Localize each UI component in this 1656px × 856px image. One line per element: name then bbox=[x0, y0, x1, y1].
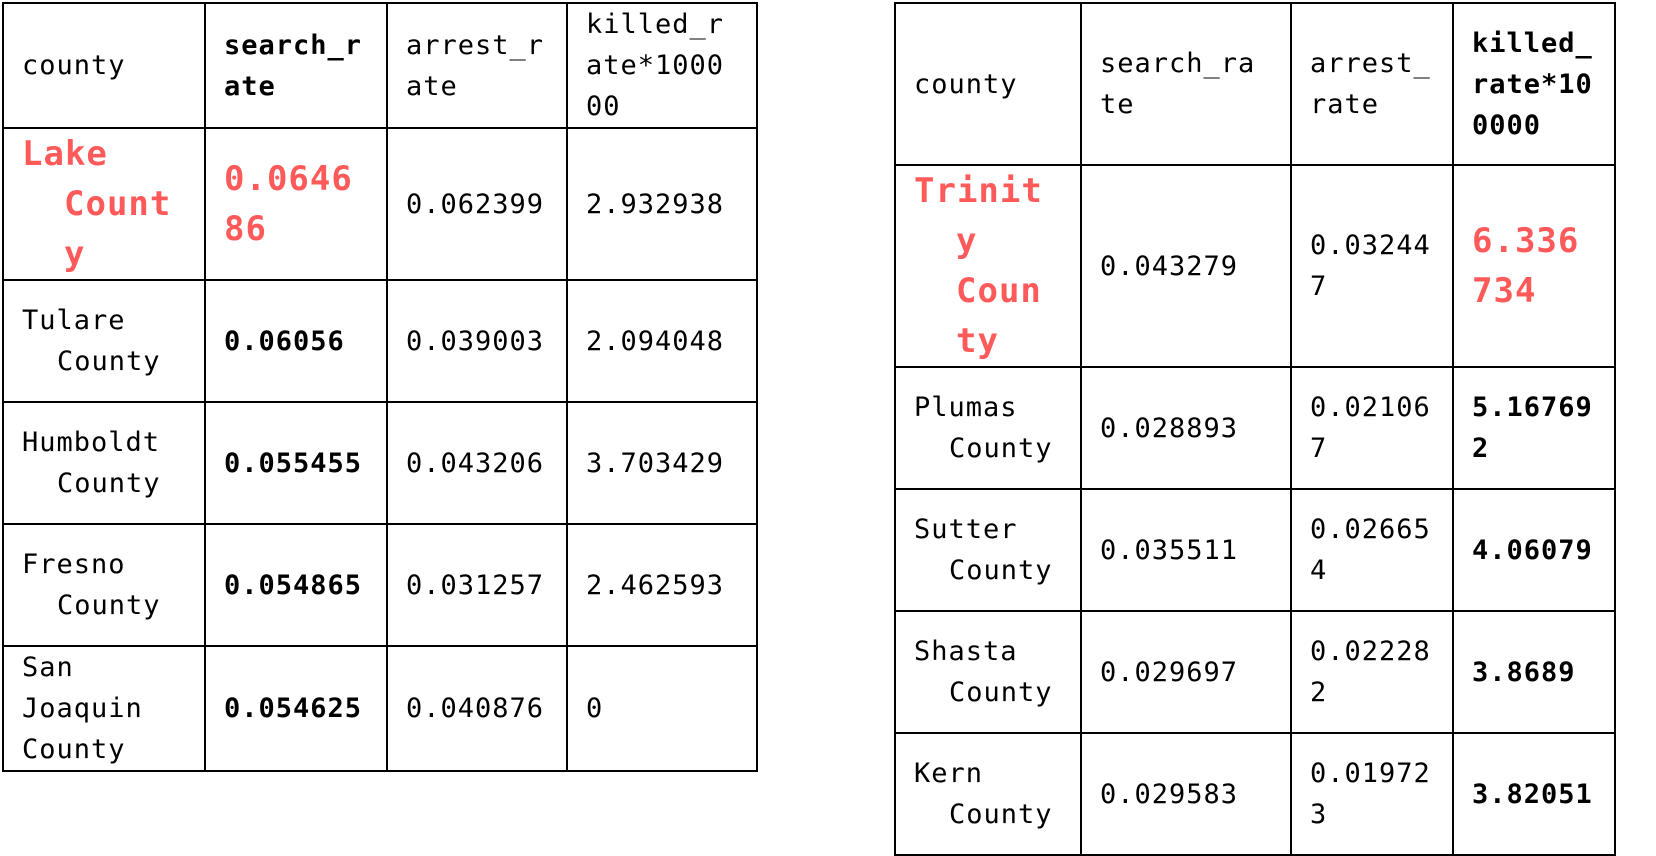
search-rate-cell: 0.029697 bbox=[1080, 610, 1292, 734]
table-row: Fresno County 0.054865 0.031257 2.462593 bbox=[2, 523, 758, 647]
table-row: Humboldt County 0.055455 0.043206 3.7034… bbox=[2, 401, 758, 525]
killed-rate-cell: 3.82051 bbox=[1452, 732, 1616, 856]
arrest-rate-cell: 0.021067 bbox=[1290, 366, 1454, 490]
search-rate-cell: 0.029583 bbox=[1080, 732, 1292, 856]
table-header-row: county search_rate arrest_rate killed_ra… bbox=[894, 2, 1616, 166]
table-row: Tulare County 0.06056 0.039003 2.094048 bbox=[2, 279, 758, 403]
killed-rate-cell: 2.462593 bbox=[566, 523, 758, 647]
column-header-search-rate: search_rate bbox=[1080, 2, 1292, 166]
arrest-rate-cell: 0.039003 bbox=[386, 279, 568, 403]
county-cell: Sutter County bbox=[894, 488, 1082, 612]
county-cell: Tulare County bbox=[2, 279, 206, 403]
county-cell: Shasta County bbox=[894, 610, 1082, 734]
killed-rate-cell: 0 bbox=[566, 645, 758, 772]
search-rate-cell: 0.054865 bbox=[204, 523, 388, 647]
county-cell: Fresno County bbox=[2, 523, 206, 647]
column-header-killed-rate: killed_rate*100000 bbox=[566, 2, 758, 129]
search-rate-cell: 0.064686 bbox=[204, 127, 388, 281]
table-header-row: county search_rate arrest_rate killed_ra… bbox=[2, 2, 758, 129]
column-header-search-rate: search_rate bbox=[204, 2, 388, 129]
table-row: Shasta County 0.029697 0.022282 3.8689 bbox=[894, 610, 1616, 734]
killed-rate-cell: 4.06079 bbox=[1452, 488, 1616, 612]
killed-rate-cell: 3.703429 bbox=[566, 401, 758, 525]
table-row: Kern County 0.029583 0.019723 3.82051 bbox=[894, 732, 1616, 856]
county-cell: Trinity County bbox=[894, 164, 1082, 368]
county-cell: San Joaquin County bbox=[2, 645, 206, 772]
arrest-rate-cell: 0.032447 bbox=[1290, 164, 1454, 368]
column-header-arrest-rate: arrest_rate bbox=[1290, 2, 1454, 166]
county-cell: Kern County bbox=[894, 732, 1082, 856]
killed-rate-cell: 2.932938 bbox=[566, 127, 758, 281]
column-header-killed-rate: killed_rate*100000 bbox=[1452, 2, 1616, 166]
search-rate-cell: 0.028893 bbox=[1080, 366, 1292, 490]
arrest-rate-cell: 0.031257 bbox=[386, 523, 568, 647]
arrest-rate-cell: 0.040876 bbox=[386, 645, 568, 772]
right-table: county search_rate arrest_rate killed_ra… bbox=[894, 2, 1616, 856]
killed-rate-cell: 3.8689 bbox=[1452, 610, 1616, 734]
column-header-county: county bbox=[894, 2, 1082, 166]
search-rate-cell: 0.06056 bbox=[204, 279, 388, 403]
county-cell: Plumas County bbox=[894, 366, 1082, 490]
column-header-county: county bbox=[2, 2, 206, 129]
table-row: Sutter County 0.035511 0.026654 4.06079 bbox=[894, 488, 1616, 612]
search-rate-cell: 0.054625 bbox=[204, 645, 388, 772]
table-row: Trinity County 0.043279 0.032447 6.33673… bbox=[894, 164, 1616, 368]
search-rate-cell: 0.055455 bbox=[204, 401, 388, 525]
search-rate-cell: 0.035511 bbox=[1080, 488, 1292, 612]
county-cell: Lake County bbox=[2, 127, 206, 281]
table-row: San Joaquin County 0.054625 0.040876 0 bbox=[2, 645, 758, 772]
table-row: Plumas County 0.028893 0.021067 5.167692 bbox=[894, 366, 1616, 490]
search-rate-cell: 0.043279 bbox=[1080, 164, 1292, 368]
arrest-rate-cell: 0.019723 bbox=[1290, 732, 1454, 856]
killed-rate-cell: 5.167692 bbox=[1452, 366, 1616, 490]
table-row: Lake County 0.064686 0.062399 2.932938 bbox=[2, 127, 758, 281]
column-header-arrest-rate: arrest_rate bbox=[386, 2, 568, 129]
left-table: county search_rate arrest_rate killed_ra… bbox=[2, 2, 758, 772]
arrest-rate-cell: 0.022282 bbox=[1290, 610, 1454, 734]
killed-rate-cell: 6.336734 bbox=[1452, 164, 1616, 368]
county-cell: Humboldt County bbox=[2, 401, 206, 525]
arrest-rate-cell: 0.062399 bbox=[386, 127, 568, 281]
arrest-rate-cell: 0.043206 bbox=[386, 401, 568, 525]
killed-rate-cell: 2.094048 bbox=[566, 279, 758, 403]
arrest-rate-cell: 0.026654 bbox=[1290, 488, 1454, 612]
